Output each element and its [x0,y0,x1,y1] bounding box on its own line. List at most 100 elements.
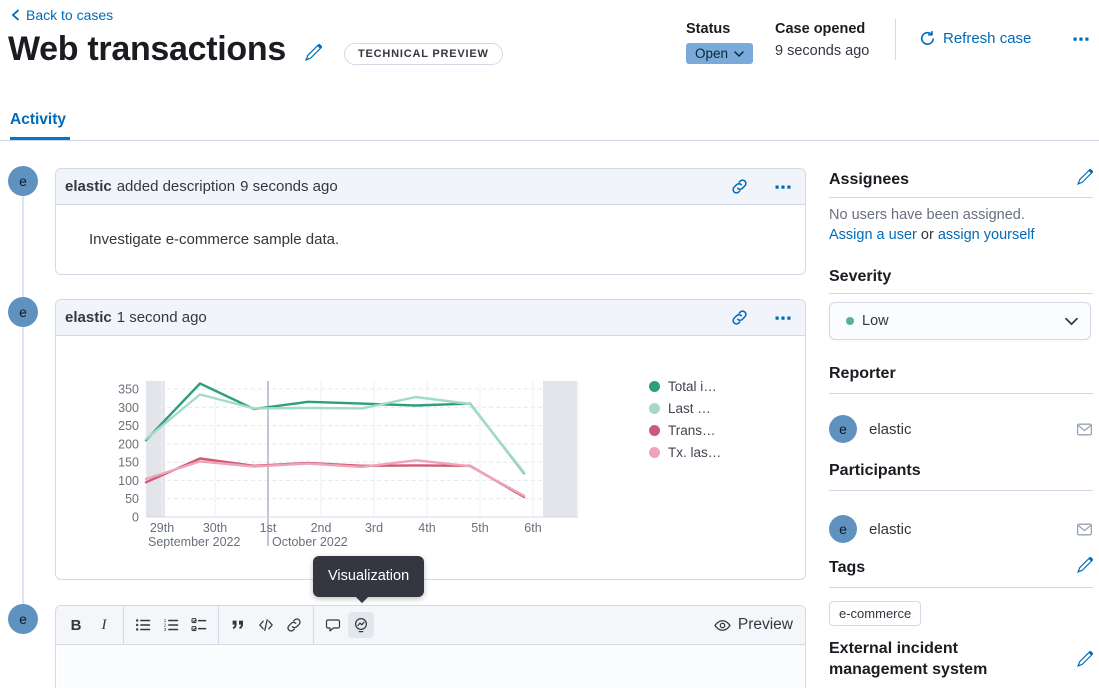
link-icon [732,179,747,194]
avatar-initial: e [839,421,847,437]
pencil-icon [1077,651,1093,667]
back-to-cases-link[interactable]: Back to cases [10,7,113,23]
svg-text:300: 300 [118,401,139,415]
divider [123,606,124,644]
action-text: added description [116,178,236,195]
avatar: e [8,166,38,196]
svg-text:2: 2 [164,623,167,628]
tags-title: Tags [829,559,866,576]
reporter-title: Reporter [829,365,896,382]
quote-button[interactable] [224,606,252,644]
edit-tags-button[interactable] [1077,557,1093,573]
envelope-icon[interactable] [1076,521,1093,538]
divider [829,293,1093,294]
username: elastic [65,309,112,326]
boxes-horizontal-icon [775,316,791,320]
svg-text:4th: 4th [418,521,435,535]
comment-card-header: elastic 1 second ago [56,300,805,336]
visualization-button[interactable] [347,606,375,644]
visualization-tooltip: Visualization [313,556,425,604]
reporter-username: elastic [869,420,912,438]
eye-icon [714,619,731,631]
legend-label: Tx. las… [668,445,722,460]
chevron-down-icon [1065,317,1078,325]
divider [829,490,1093,491]
svg-text:1st: 1st [260,521,277,535]
status-badge[interactable]: Open [686,43,754,64]
status-value: Open [695,46,729,61]
description-text: Investigate e-commerce sample data. [89,231,340,248]
chevron-down-icon [734,50,744,57]
case-sidebar: Assignees No users have been assigned. A… [829,0,1093,688]
assign-a-user-link[interactable]: Assign a user [829,227,917,243]
legend-dot [649,403,660,414]
boxes-horizontal-icon [775,185,791,189]
link-icon [732,310,747,325]
avatar-initial: e [19,611,27,627]
boxes-horizontal-icon [1073,37,1089,41]
checklist-button[interactable] [185,606,213,644]
username: elastic [65,178,112,195]
legend-item[interactable]: Tx. las… [649,445,721,460]
reporter-section: Reporter e elastic [829,363,1093,443]
chart-legend: Total i… Last … Trans… Tx. las… [649,379,721,460]
svg-text:150: 150 [118,456,139,470]
svg-text:30th: 30th [203,521,227,535]
svg-text:100: 100 [118,474,139,488]
legend-item[interactable]: Trans… [649,423,721,438]
severity-select[interactable]: Low [829,302,1091,340]
copy-link-button[interactable] [731,178,748,195]
or-text: or [920,227,934,243]
edit-title-button[interactable] [304,44,322,61]
severity-dot [846,317,854,325]
visualization-icon [354,617,368,633]
edit-assignees-button[interactable] [1077,169,1093,185]
legend-item[interactable]: Last … [649,401,721,416]
divider [313,606,314,644]
description-card: elastic added description 9 seconds ago … [55,168,806,275]
envelope-icon[interactable] [1076,421,1093,438]
legend-item[interactable]: Total i… [649,379,721,394]
quote-icon [232,620,243,629]
svg-text:1: 1 [164,618,167,623]
refresh-icon [920,31,935,45]
code-button[interactable] [252,606,280,644]
comment-actions-menu-button[interactable] [775,310,791,326]
tag-badge: e-commerce [829,601,922,626]
legend-label: Last … [668,401,711,416]
link-button[interactable] [280,606,308,644]
case-opened-value: 9 seconds ago [775,43,870,59]
severity-value: Low [862,313,889,329]
tags-section: Tags e-commerce [829,557,1093,626]
unordered-list-button[interactable] [129,606,157,644]
timeline-line [22,182,24,622]
svg-text:2nd: 2nd [311,521,332,535]
svg-text:6th: 6th [524,521,541,535]
svg-text:350: 350 [118,383,139,397]
bold-button[interactable]: B [62,606,90,644]
comment-input[interactable] [57,645,804,688]
case-opened-section: Case opened 9 seconds ago [775,21,869,59]
italic-button[interactable]: I [90,606,118,644]
edit-external-incident-button[interactable] [1077,651,1093,667]
add-comment-button[interactable] [319,606,347,644]
preview-button[interactable]: Preview [714,616,793,634]
comment-actions-menu-button[interactable] [775,179,791,195]
participant-username: elastic [869,520,912,538]
tooltip-label: Visualization [328,568,410,584]
case-actions-menu-button[interactable] [1072,31,1090,47]
avatar: e [829,515,857,543]
copy-link-button[interactable] [731,309,748,326]
avatar: e [829,415,857,443]
avatar: e [8,297,38,327]
tab-activity[interactable]: Activity [10,111,66,128]
refresh-case-button[interactable]: Refresh case [919,30,1031,47]
chevron-left-icon [11,9,19,21]
assign-yourself-link[interactable]: assign yourself [937,227,1035,243]
comment-chart: 0 50 100 150 200 250 300 350 29th 30th 1st 2nd 3rd 4t… [118,381,579,549]
assignees-empty-text: No users have been assigned. [829,207,1025,223]
avatar-initial: e [19,304,27,320]
